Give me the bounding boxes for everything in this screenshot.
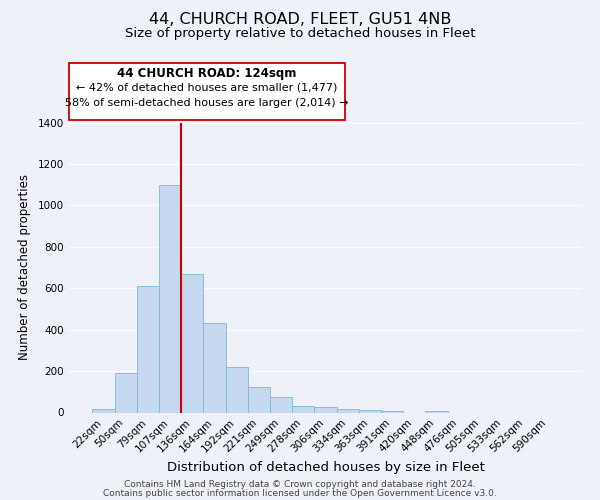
Bar — [203, 324, 226, 412]
Bar — [226, 367, 248, 412]
Bar — [270, 397, 292, 412]
Text: Size of property relative to detached houses in Fleet: Size of property relative to detached ho… — [125, 28, 475, 40]
Bar — [314, 408, 337, 412]
Bar — [337, 410, 359, 412]
Bar — [181, 274, 203, 412]
Y-axis label: Number of detached properties: Number of detached properties — [18, 174, 31, 360]
Text: 44, CHURCH ROAD, FLEET, GU51 4NB: 44, CHURCH ROAD, FLEET, GU51 4NB — [149, 12, 451, 28]
Bar — [248, 386, 270, 412]
Text: Contains public sector information licensed under the Open Government Licence v3: Contains public sector information licen… — [103, 488, 497, 498]
Text: ← 42% of detached houses are smaller (1,477): ← 42% of detached houses are smaller (1,… — [76, 82, 338, 92]
Bar — [292, 406, 314, 412]
Bar — [115, 373, 137, 412]
Bar — [359, 410, 381, 412]
Bar — [159, 184, 181, 412]
Bar — [92, 410, 115, 412]
Text: 58% of semi-detached houses are larger (2,014) →: 58% of semi-detached houses are larger (… — [65, 98, 349, 108]
Bar — [137, 286, 159, 412]
Text: 44 CHURCH ROAD: 124sqm: 44 CHURCH ROAD: 124sqm — [118, 68, 296, 80]
Text: Contains HM Land Registry data © Crown copyright and database right 2024.: Contains HM Land Registry data © Crown c… — [124, 480, 476, 489]
X-axis label: Distribution of detached houses by size in Fleet: Distribution of detached houses by size … — [167, 461, 484, 474]
